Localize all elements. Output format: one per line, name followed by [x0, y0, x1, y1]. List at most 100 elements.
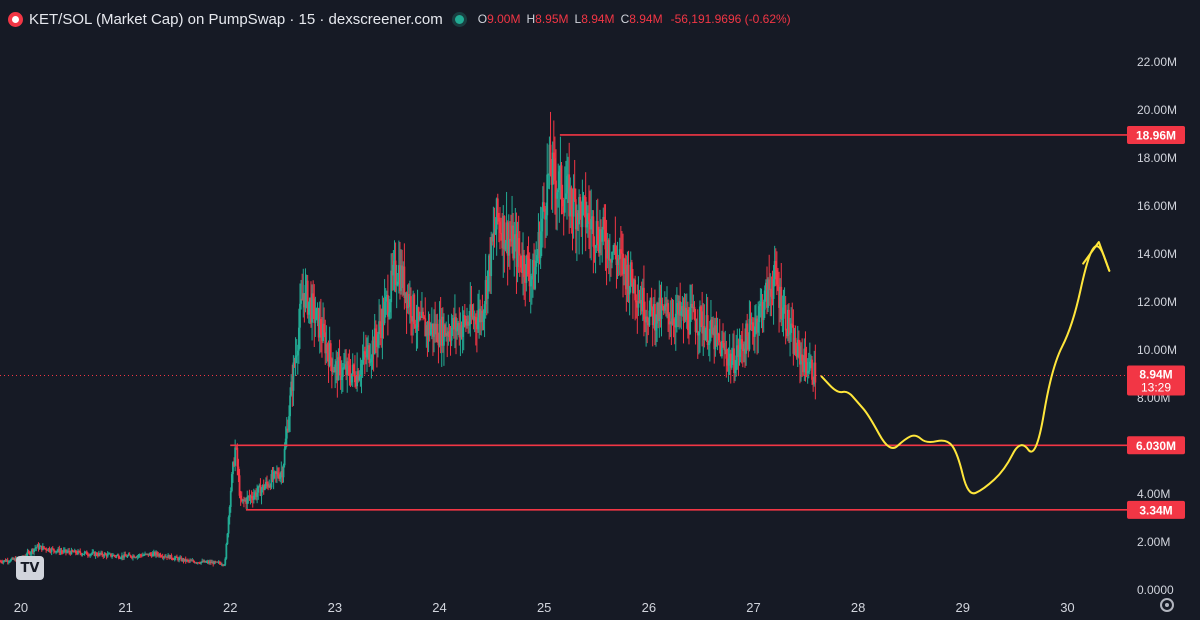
candle-body [622, 253, 624, 274]
candle-body [432, 323, 434, 337]
candle-body [659, 297, 662, 319]
candle-body [200, 561, 202, 564]
candle-body [479, 308, 482, 323]
candle-body [279, 474, 282, 479]
candle-body [729, 353, 732, 368]
candle-body [273, 471, 276, 473]
candle-body [336, 361, 339, 381]
candle-body [668, 313, 671, 325]
candle-body [123, 554, 126, 558]
candle-body [133, 555, 135, 558]
high-label: H [526, 12, 536, 26]
candle-body [127, 554, 130, 556]
candle-body [802, 360, 805, 373]
candle-body [727, 358, 730, 366]
candle-body [433, 323, 435, 337]
candle-body [48, 548, 51, 552]
price-axis[interactable]: 0.00002.00M4.00M6.00M8.00M10.00M12.00M14… [1137, 55, 1177, 597]
candle-body [657, 302, 660, 322]
time-axis[interactable]: 20 21 22 23 24 25 26 27 28 29 30 [14, 600, 1075, 615]
candle-body [88, 555, 90, 557]
y-tick-label: 4.00M [1137, 487, 1170, 501]
candle-body [230, 474, 233, 491]
candle-body [180, 557, 183, 561]
candle-body [371, 340, 374, 359]
candle-body [51, 548, 54, 550]
candle-body [97, 553, 100, 556]
candle-body [693, 306, 696, 320]
candle-body [295, 355, 298, 357]
candle-body [480, 310, 483, 323]
candle-body [167, 555, 170, 558]
candle-body [526, 255, 529, 259]
candle-body [513, 239, 516, 259]
candle-body [377, 334, 379, 347]
candle-body [55, 551, 57, 553]
candle-body [766, 282, 768, 308]
candle-body [438, 319, 441, 346]
candle-body [541, 202, 544, 219]
candle-body [346, 361, 349, 375]
symbol-title[interactable]: KET/SOL (Market Cap) on PumpSwap · 15 · … [29, 10, 443, 28]
candle-body [224, 558, 227, 565]
candle-body [352, 364, 355, 372]
y-tick-label: 12.00M [1137, 295, 1177, 309]
candle-body [791, 323, 794, 325]
candle-body [116, 555, 119, 557]
candle-body [276, 472, 278, 474]
candle-body [445, 333, 448, 336]
current-price-label: 8.94M [1139, 367, 1172, 381]
candle-body [366, 349, 368, 358]
candle-body [777, 284, 779, 291]
candle-body [194, 562, 197, 564]
candle-body [436, 323, 439, 343]
candle-body [402, 266, 405, 288]
candle-body [640, 299, 643, 312]
level-price-label: 6.030M [1136, 439, 1176, 453]
candle-body [416, 307, 419, 328]
candle-body [177, 557, 179, 561]
candle-body [244, 499, 246, 501]
candle-body [313, 298, 316, 323]
candle-body [566, 175, 568, 194]
candle-body [617, 258, 620, 260]
candle-body [319, 319, 322, 336]
candle-body [618, 249, 621, 259]
candle-body [158, 554, 161, 556]
candle-body [612, 251, 615, 253]
candle-body [500, 232, 502, 234]
candle-body [137, 555, 140, 557]
candle-body [211, 562, 213, 564]
candle-body [156, 552, 159, 555]
candle-body [726, 358, 729, 366]
candle-body [341, 367, 344, 378]
candle-body [807, 370, 810, 372]
candle-body [484, 280, 487, 305]
candle-body [169, 555, 172, 559]
gear-icon[interactable] [1160, 598, 1174, 612]
candle-body [168, 555, 171, 559]
candle-body [699, 306, 701, 332]
candle-body [783, 305, 786, 308]
candle-body [215, 561, 218, 563]
candle-body [162, 556, 165, 558]
candle-body [285, 428, 288, 439]
candle-body [448, 331, 451, 338]
candle-body [670, 321, 673, 325]
candle-body [603, 216, 606, 230]
tradingview-logo-icon[interactable]: TV [16, 556, 44, 580]
candle-body [140, 555, 143, 557]
candle-body [806, 370, 809, 374]
market-open-dot-icon [454, 14, 464, 24]
candle-body [511, 225, 513, 242]
candle-body [743, 348, 745, 352]
candle-body [384, 296, 387, 302]
candle-body [435, 323, 438, 335]
candle-body [651, 307, 654, 326]
candle-body [690, 303, 693, 308]
candle-body [733, 348, 735, 374]
candle-body [780, 286, 783, 319]
candle-body [257, 486, 260, 493]
candle-body [217, 562, 220, 564]
